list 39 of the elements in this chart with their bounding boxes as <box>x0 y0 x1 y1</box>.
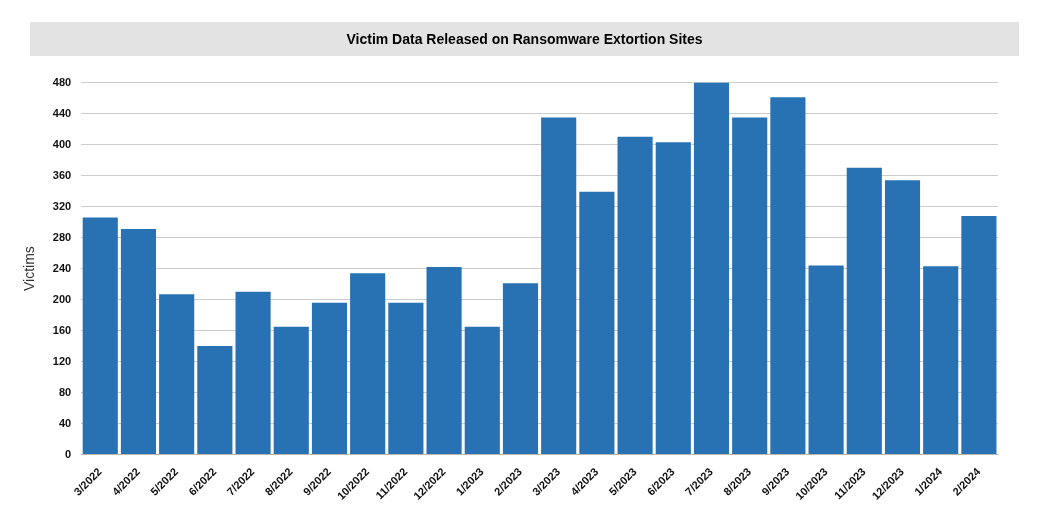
bar <box>350 273 386 455</box>
y-tick-label: 400 <box>52 137 72 150</box>
bar <box>808 265 844 455</box>
y-tick-label: 40 <box>58 416 72 429</box>
bar <box>388 302 424 455</box>
bar <box>464 326 500 455</box>
bar <box>655 142 691 455</box>
y-tick-label: 200 <box>52 292 72 305</box>
bar <box>311 302 348 455</box>
y-tick-label: 240 <box>52 261 72 274</box>
bar <box>159 294 195 455</box>
bar <box>235 291 271 455</box>
bar <box>273 326 309 455</box>
bar <box>732 117 768 455</box>
y-tick-label: 280 <box>52 230 72 243</box>
y-tick-label: 120 <box>52 354 72 367</box>
bar <box>884 180 921 455</box>
bar <box>197 346 233 455</box>
y-axis-title: Victims <box>21 246 38 291</box>
chart-title: Victim Data Released on Ransomware Extortion Sites <box>30 22 1019 56</box>
y-tick-label: 0 <box>65 447 72 460</box>
y-tick-label: 80 <box>58 385 72 398</box>
bar <box>426 267 462 455</box>
bar <box>579 191 615 455</box>
y-tick-label: 160 <box>52 323 72 336</box>
bar <box>923 266 959 455</box>
y-tick-label: 480 <box>52 75 72 88</box>
bar <box>120 229 157 455</box>
y-tick-label: 360 <box>52 168 72 181</box>
y-tick-label: 320 <box>52 199 72 212</box>
bar <box>770 97 806 455</box>
bar <box>693 82 730 455</box>
y-tick-label: 440 <box>52 106 72 119</box>
bar <box>82 217 118 455</box>
bar <box>846 167 882 455</box>
bar <box>541 117 577 455</box>
bar <box>617 136 653 455</box>
bar <box>502 283 539 455</box>
bar <box>961 215 997 455</box>
